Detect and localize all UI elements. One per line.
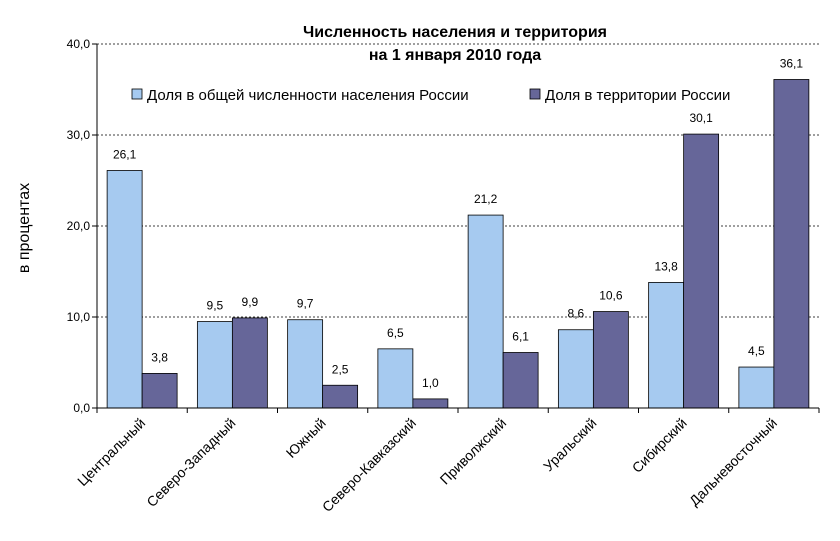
bar-population-3	[377, 348, 414, 409]
data-label: 10,6	[599, 289, 623, 303]
bar-population-2	[287, 319, 324, 409]
bar-territory-3	[412, 398, 449, 409]
bar-population-5	[557, 329, 594, 409]
x-category-label: Дальневосточный	[686, 415, 780, 509]
y-tick-labels: 0,0 10,0 20,0 30,0 40,0	[67, 37, 91, 415]
data-labels: 26,1 9,5 9,7 6,5 21,2 8,6 13,8 4,5 3,8 9,9 2,5 1,0 6…	[113, 56, 803, 389]
bar-territory-4	[502, 352, 539, 409]
data-label: 6,1	[512, 329, 529, 343]
x-category-label: Северо-Западный	[143, 415, 238, 510]
x-category-label: Сибирский	[629, 415, 690, 476]
data-label: 9,7	[297, 297, 314, 311]
chart-title-line-1: Численность населения и территория	[303, 24, 607, 41]
data-label: 6,5	[387, 326, 404, 340]
bar-population-7	[738, 366, 775, 409]
axes	[92, 43, 820, 413]
bar-population-6	[648, 282, 685, 409]
legend-swatch-population	[131, 88, 143, 100]
data-label: 26,1	[113, 147, 137, 161]
bar-population-1	[196, 321, 233, 409]
legend-swatch-territory	[529, 88, 541, 100]
x-category-label: Уральский	[540, 415, 599, 474]
bar-territory-7	[773, 79, 810, 409]
data-label: 21,2	[474, 192, 498, 206]
data-label: 13,8	[654, 259, 678, 273]
bar-territory-0	[141, 373, 178, 409]
y-tick-label: 20,0	[67, 219, 91, 233]
data-label: 1,0	[422, 376, 439, 390]
y-axis-label: в процентах	[16, 183, 33, 273]
y-tick-label: 10,0	[67, 310, 91, 324]
bar-territory-2	[322, 384, 359, 409]
y-tick-label: 30,0	[67, 128, 91, 142]
legend: Доля в общей численности населения Росси…	[131, 87, 730, 104]
data-label: 36,1	[780, 56, 804, 70]
x-category-label: Южный	[283, 415, 329, 461]
y-tick-label: 0,0	[73, 401, 90, 415]
bar-territory-1	[231, 317, 268, 409]
x-category-label: Центральный	[74, 415, 148, 489]
data-label: 4,5	[748, 344, 765, 358]
bars	[106, 79, 810, 409]
bar-population-4	[467, 214, 504, 409]
data-label: 30,1	[689, 111, 713, 125]
chart-title-line-2: на 1 января 2010 года	[369, 47, 541, 64]
data-label: 3,8	[151, 350, 168, 364]
data-label: 8,6	[568, 307, 585, 321]
data-label: 2,5	[332, 362, 349, 376]
data-label: 9,9	[242, 295, 259, 309]
x-category-label: Приволжский	[437, 415, 510, 488]
legend-label-territory: Доля в территории России	[545, 87, 730, 104]
x-category-label: Северо-Кавказский	[319, 415, 419, 515]
bar-population-0	[106, 170, 143, 409]
y-tick-label: 40,0	[67, 37, 91, 51]
data-label: 9,5	[207, 299, 224, 313]
bar-territory-6	[683, 133, 720, 409]
bar-territory-5	[592, 311, 629, 409]
legend-label-population: Доля в общей численности населения Росси…	[147, 87, 469, 104]
